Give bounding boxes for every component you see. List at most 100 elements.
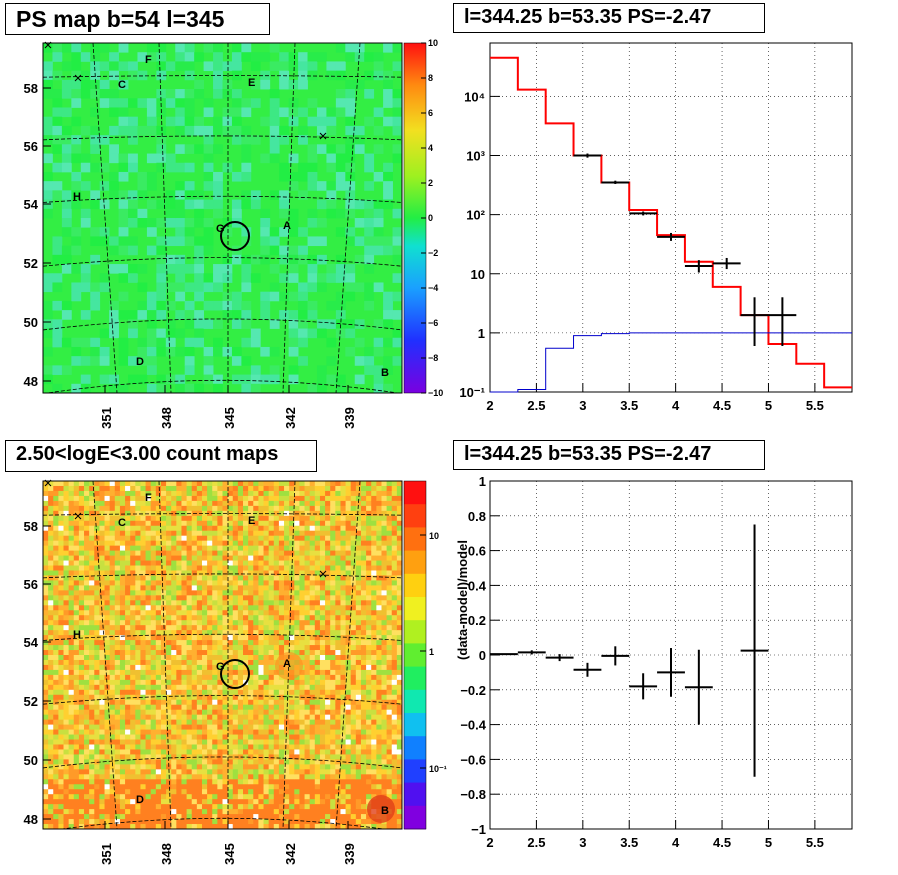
- count-map-pixel: [94, 679, 100, 686]
- count-map-pixel: [191, 824, 198, 829]
- count-map-pixel: [284, 809, 290, 815]
- count-map-pixel: [319, 525, 326, 532]
- count-map-pixel: [125, 734, 131, 740]
- count-map-pixel: [109, 664, 116, 671]
- count-map-pixel: [212, 759, 218, 765]
- count-map-pixel: [63, 769, 70, 775]
- count-map-pixel: [94, 794, 100, 800]
- ps-map-pixel: [326, 107, 337, 118]
- count-map-pixel: [171, 495, 177, 502]
- count-map-pixel: [145, 500, 152, 507]
- count-map-pixel: [109, 515, 116, 522]
- count-map-pixel: [191, 505, 198, 512]
- count-map-pixel: [84, 754, 90, 760]
- count-map-pixel: [43, 769, 49, 775]
- ps-map-pixel: [354, 125, 365, 136]
- count-map-pixel: [196, 714, 203, 721]
- count-map-pixel: [135, 784, 141, 790]
- count-map-pixel: [53, 635, 59, 641]
- count-map-pixel: [140, 664, 146, 671]
- count-map-pixel: [253, 585, 259, 591]
- count-map-pixel: [196, 794, 203, 800]
- count-map-pixel: [68, 481, 75, 487]
- count-map-pixel: [160, 674, 167, 681]
- count-map-pixel: [109, 655, 116, 661]
- ps-map-pixel: [392, 116, 402, 127]
- count-map-pixel: [217, 794, 223, 800]
- count-map-pixel: [243, 495, 249, 502]
- count-map-pixel: [319, 804, 326, 810]
- count-map-pixel: [155, 819, 162, 825]
- count-map-pixel: [53, 545, 59, 551]
- count-map-pixel: [222, 580, 229, 586]
- count-map-pixel: [217, 819, 223, 825]
- count-map-pixel: [243, 669, 249, 676]
- count-map-pixel: [176, 659, 182, 666]
- count-map-pixel: [130, 739, 136, 745]
- count-map-pixel: [63, 575, 70, 581]
- count-map-pixel: [171, 699, 177, 706]
- count-map-pixel: [181, 679, 187, 686]
- count-map-pixel: [232, 545, 239, 551]
- count-map-pixel: [43, 490, 49, 497]
- count-map-pixel: [78, 734, 85, 740]
- count-map-pixel: [222, 625, 229, 631]
- count-map-pixel: [135, 669, 141, 676]
- count-map-pixel: [335, 595, 341, 601]
- ps-map-pixel: [203, 236, 214, 247]
- count-map-pixel: [314, 545, 321, 551]
- count-map-pixel: [253, 734, 259, 740]
- count-map-pixel: [294, 769, 300, 775]
- count-map-pixel: [84, 545, 90, 551]
- count-map-pixel: [109, 510, 116, 517]
- ps-map-pixel: [175, 89, 186, 99]
- count-map-pixel: [99, 570, 105, 576]
- count-map-pixel: [150, 570, 157, 576]
- count-map-pixel: [48, 679, 54, 686]
- ps-map-pixel: [288, 374, 299, 385]
- count-map-pixel: [309, 699, 316, 706]
- count-map-pixel: [94, 500, 100, 507]
- count-map-pixel: [119, 510, 126, 517]
- count-map-pixel: [268, 490, 275, 497]
- count-map-pixel: [289, 505, 295, 512]
- count-map-pixel: [160, 714, 167, 721]
- ps-map-pixel: [43, 116, 53, 127]
- count-map-pixel: [330, 481, 336, 487]
- count-map-pixel: [104, 495, 111, 502]
- count-map-pixel: [325, 784, 331, 790]
- count-map-pixel: [314, 655, 321, 661]
- count-map-pixel: [340, 669, 346, 676]
- count-map-pixel: [196, 505, 203, 512]
- count-map-pixel: [201, 655, 208, 661]
- count-map-pixel: [319, 749, 326, 755]
- count-map-pixel: [232, 759, 239, 765]
- count-map-pixel: [181, 714, 187, 721]
- count-map-pixel: [171, 510, 177, 517]
- count-map-pixel: [140, 490, 146, 497]
- count-map-pixel: [155, 610, 162, 616]
- count-map-pixel: [237, 669, 244, 676]
- count-map-pixel: [140, 784, 146, 790]
- count-map-pixel: [314, 814, 321, 820]
- count-map-pixel: [125, 674, 131, 681]
- count-map-pixel: [191, 615, 198, 621]
- count-map-pixel: [109, 485, 116, 492]
- count-map-pixel: [53, 684, 59, 691]
- count-map-pixel: [273, 520, 280, 527]
- count-map-pixel: [150, 615, 157, 621]
- count-map-pixel: [150, 779, 157, 785]
- ps-map-pixel: [203, 273, 214, 283]
- count-map-pixel: [227, 779, 234, 785]
- ps-map-pixel: [392, 153, 402, 164]
- count-map-pixel: [63, 570, 70, 576]
- count-map-pixel: [160, 580, 167, 586]
- count-map-pixel: [273, 684, 280, 691]
- count-map-pixel: [227, 600, 234, 606]
- count-map-pixel: [150, 560, 157, 566]
- count-map-pixel: [340, 640, 346, 646]
- count-map-pixel: [84, 774, 90, 780]
- count-map-pixel: [119, 814, 126, 820]
- count-map-pixel: [258, 799, 264, 805]
- count-map-pixel: [335, 585, 341, 591]
